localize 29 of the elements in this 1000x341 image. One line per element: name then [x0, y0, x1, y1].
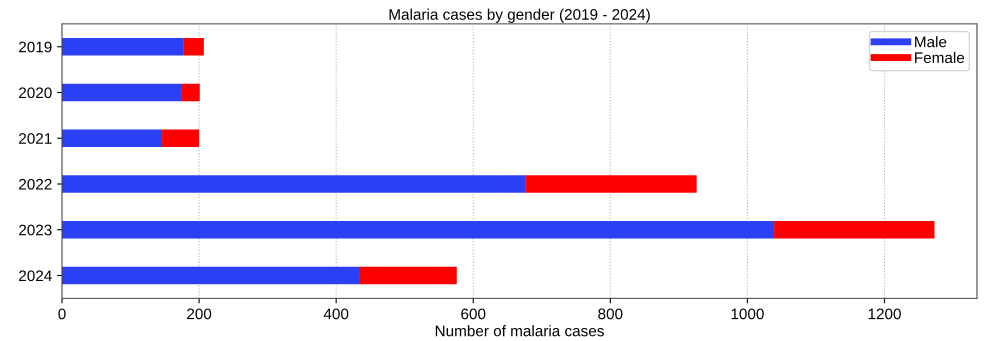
bar [62, 130, 162, 147]
bar [774, 221, 935, 238]
bar [162, 130, 200, 147]
bar [525, 175, 697, 193]
bar [183, 38, 204, 56]
bar [62, 175, 526, 193]
bar [182, 84, 200, 102]
x-axis-title: Number of malaria cases [436, 325, 604, 336]
y-tick-label: 2019 [19, 42, 52, 52]
y-tick-label: 2023 [19, 224, 52, 236]
x-tick-label: 600 [461, 308, 486, 320]
legend-label: Male [915, 36, 946, 48]
bar [62, 221, 774, 238]
bar [62, 84, 182, 102]
x-tick-label: 400 [324, 308, 348, 320]
y-tick-label: 2022 [19, 178, 52, 190]
x-tick-label: 0 [58, 308, 66, 320]
y-tick-label: 2021 [19, 133, 52, 144]
legend-label: Female [915, 52, 964, 64]
bar [62, 266, 360, 284]
x-tick-label: 800 [598, 308, 622, 320]
x-tick-label: 200 [187, 308, 212, 320]
x-tick-label: 1000 [732, 308, 764, 320]
y-tick-label: 2024 [19, 270, 52, 282]
bar [359, 266, 457, 284]
bar [62, 38, 184, 56]
x-tick-label: 1200 [868, 308, 901, 320]
y-tick-label: 2020 [19, 87, 52, 98]
chart-title: Malaria cases by gender (2019 - 2024) [390, 8, 650, 23]
